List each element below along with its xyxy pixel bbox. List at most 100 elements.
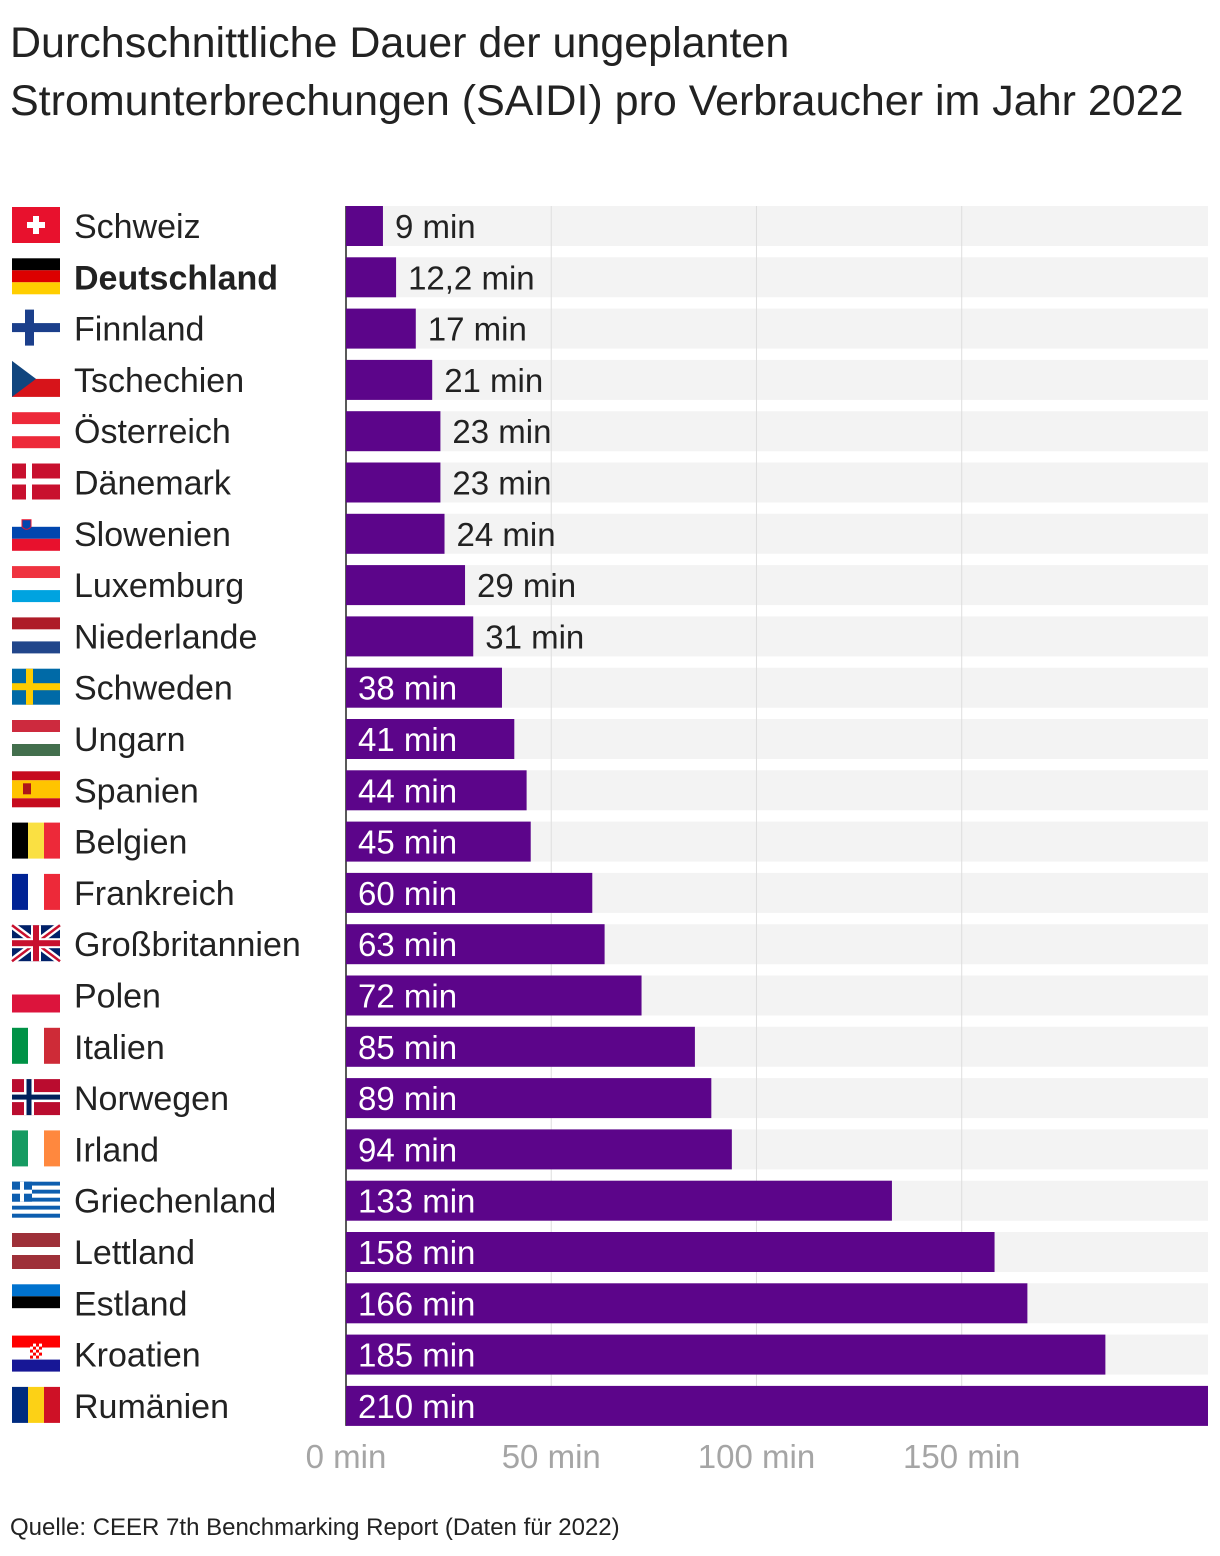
category-label: Schweden <box>74 670 233 708</box>
bar-fi <box>346 308 416 349</box>
bar-fr <box>346 872 593 913</box>
ro-flag-icon <box>12 1386 60 1423</box>
x-tick-label: 100 min <box>698 1438 815 1475</box>
value-label: 12,2 min <box>408 259 535 296</box>
es-flag-icon <box>12 771 60 808</box>
lv-flag-icon <box>12 1233 60 1269</box>
category-label: Polen <box>74 978 161 1016</box>
category-label: Belgien <box>74 824 187 862</box>
row-band <box>346 462 1208 503</box>
value-label: 44 min <box>358 772 457 809</box>
category-label: Slowenien <box>74 516 231 554</box>
category-label: Griechenland <box>74 1183 276 1221</box>
category-label: Luxemburg <box>74 567 244 605</box>
value-label: 133 min <box>358 1183 475 1220</box>
category-label: Estland <box>74 1285 187 1323</box>
row-band <box>346 257 1208 298</box>
fi-flag-icon <box>12 309 60 346</box>
bar-it <box>346 1026 695 1067</box>
value-label: 85 min <box>358 1029 457 1066</box>
bar-ie <box>346 1129 732 1170</box>
bar-gb <box>346 924 605 965</box>
value-label: 185 min <box>358 1337 475 1374</box>
pl-flag-icon <box>12 976 60 1013</box>
row-band <box>346 565 1208 606</box>
value-label: 60 min <box>358 875 457 912</box>
value-label: 72 min <box>358 978 457 1015</box>
value-label: 94 min <box>358 1131 457 1168</box>
category-label: Rumänien <box>74 1388 229 1426</box>
bar-be <box>346 821 531 862</box>
chart-title: Durchschnittliche Dauer der ungeplanten … <box>10 19 1184 125</box>
category-label: Italien <box>74 1029 165 1067</box>
category-label: Ungarn <box>74 721 186 759</box>
category-label: Lettland <box>74 1234 195 1272</box>
ie-flag-icon <box>12 1130 60 1167</box>
value-label: 158 min <box>358 1234 475 1271</box>
se-flag-icon <box>12 668 60 705</box>
bar-es <box>346 770 527 811</box>
bar-lv <box>346 1232 995 1272</box>
value-label: 17 min <box>428 311 527 348</box>
value-label: 38 min <box>358 670 457 707</box>
category-label: Irland <box>74 1131 159 1169</box>
category-label: Großbritannien <box>74 926 301 964</box>
bar-at <box>346 411 441 452</box>
si-flag-icon <box>12 514 60 551</box>
value-label: 23 min <box>452 413 551 450</box>
x-tick-label: 150 min <box>903 1438 1020 1475</box>
hr-flag-icon <box>12 1335 60 1372</box>
de-flag-icon <box>12 258 60 295</box>
dk-flag-icon <box>12 463 60 500</box>
category-label: Niederlande <box>74 618 257 656</box>
category-label: Spanien <box>74 772 199 810</box>
category-label: Dänemark <box>74 465 232 503</box>
value-label: 9 min <box>395 208 476 245</box>
row-band <box>346 411 1208 452</box>
lu-flag-icon <box>12 566 60 603</box>
category-label: Deutschland <box>74 259 278 297</box>
source-note: Quelle: CEER 7th Benchmarking Report (Da… <box>10 1514 620 1541</box>
bar-dk <box>346 462 441 503</box>
row-band <box>346 513 1208 554</box>
bar-chart: Schweiz 9 min Deutschland 12,2 min Finnland 1… <box>9 206 1208 1475</box>
bar-no <box>346 1078 712 1119</box>
value-label: 45 min <box>358 824 457 861</box>
category-label: Österreich <box>74 413 231 451</box>
value-label: 41 min <box>358 721 457 758</box>
value-label: 23 min <box>452 465 551 502</box>
bar-hr <box>346 1334 1106 1375</box>
bar-nl <box>346 616 474 657</box>
hu-flag-icon <box>12 720 60 756</box>
at-flag-icon <box>12 412 60 449</box>
value-label: 63 min <box>358 926 457 963</box>
value-label: 210 min <box>358 1388 475 1425</box>
category-label: Norwegen <box>74 1080 229 1118</box>
value-label: 24 min <box>457 516 556 553</box>
row-band <box>346 308 1208 349</box>
value-label: 29 min <box>477 567 576 604</box>
category-label: Frankreich <box>74 875 235 913</box>
gb-flag-icon <box>9 922 63 965</box>
cz-flag-icon <box>12 360 60 397</box>
x-tick-label: 50 min <box>502 1438 601 1475</box>
value-label: 31 min <box>485 618 584 655</box>
be-flag-icon <box>12 822 60 859</box>
bar-si <box>346 513 445 554</box>
bar-hu <box>346 719 515 759</box>
bar-de <box>346 257 397 298</box>
bar-lu <box>346 565 466 606</box>
nl-flag-icon <box>12 617 60 654</box>
ch-flag-icon <box>12 207 60 243</box>
it-flag-icon <box>12 1027 60 1064</box>
value-label: 89 min <box>358 1080 457 1117</box>
row-band <box>346 616 1208 657</box>
gr-flag-icon <box>12 1181 60 1218</box>
bar-se <box>346 667 502 708</box>
bar-ee <box>346 1283 1028 1324</box>
row-band <box>346 206 1208 246</box>
ee-flag-icon <box>12 1284 60 1321</box>
row-band <box>346 359 1208 400</box>
bar-gr <box>346 1180 892 1221</box>
bar-cz <box>346 359 433 400</box>
